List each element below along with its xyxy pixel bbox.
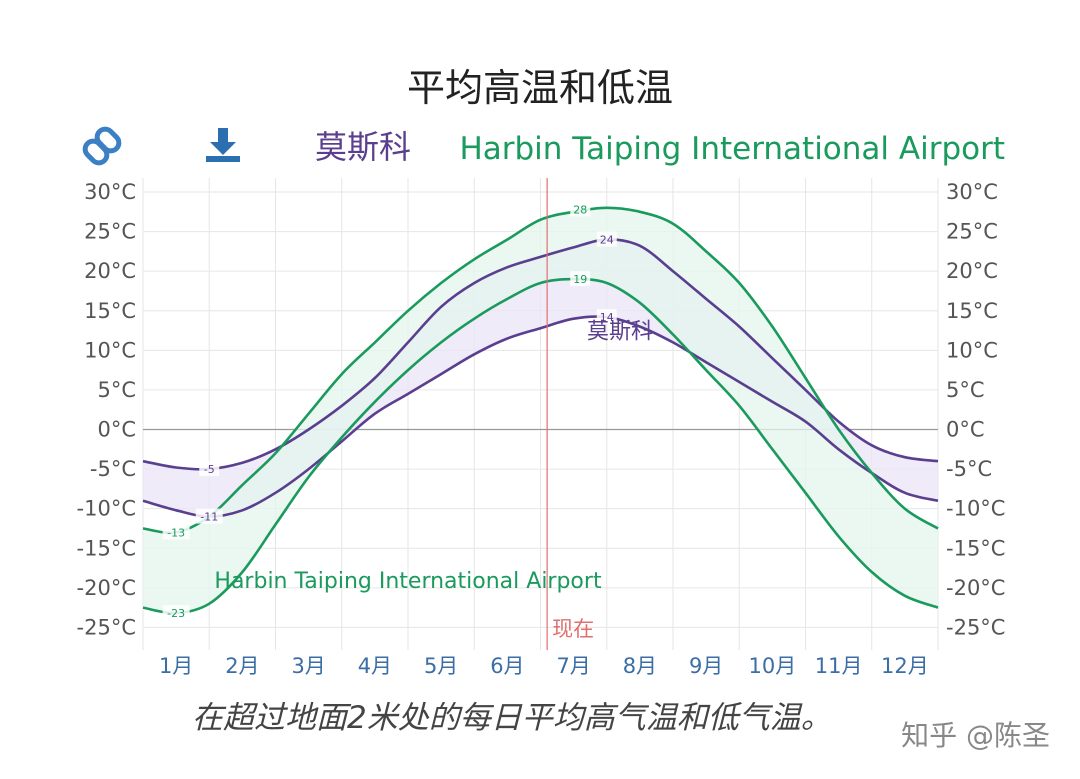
series-line-1-high: [142, 238, 939, 471]
data-label: 28: [573, 203, 587, 216]
legend-location-2[interactable]: Harbin Taiping International Airport: [459, 131, 1005, 167]
y-tick-label-left: 15°C: [84, 299, 136, 323]
y-tick-label-right: 10°C: [946, 338, 998, 362]
series-annotation: Harbin Taiping International Airport: [214, 569, 602, 594]
series-line-2-low: [142, 277, 939, 615]
data-label-bg: [162, 605, 190, 621]
x-tick-label: 7月: [556, 654, 590, 678]
series-line-2-high: [142, 206, 939, 535]
data-label: -5: [204, 463, 215, 476]
y-tick-label-left: 20°C: [84, 259, 136, 283]
y-tick-label-left: 0°C: [97, 418, 136, 442]
y-tick-label-left: 10°C: [84, 338, 136, 362]
chart-title: 平均高温和低温: [407, 66, 673, 110]
y-tick-label-right: 5°C: [946, 378, 985, 402]
y-tick-label-left: -5°C: [90, 457, 136, 481]
now-label: 现在: [552, 617, 594, 641]
y-tick-label-left: -20°C: [77, 576, 136, 600]
x-tick-label: 4月: [358, 654, 392, 678]
data-label-bg: [570, 271, 591, 287]
x-tick-label: 1月: [159, 654, 193, 678]
y-tick-label-right: 0°C: [946, 418, 985, 442]
y-axis: 30°C 30°C 25°C 25°C 20°C 20°C 15°C 15°C 10°C 10°C…: [77, 180, 1006, 639]
bands: [143, 207, 938, 614]
data-label: 14: [600, 311, 614, 324]
data-label-bg: [596, 231, 617, 247]
y-tick-label-right: 25°C: [946, 220, 998, 244]
data-label-bg: [195, 508, 223, 524]
band-location-2: [143, 207, 938, 614]
x-tick-label: 9月: [689, 654, 723, 678]
y-tick-label-right: -10°C: [946, 497, 1005, 521]
x-tick-label: 8月: [623, 654, 657, 678]
y-tick-label-right: -15°C: [946, 536, 1005, 560]
watermark: 知乎 @陈圣: [901, 719, 1050, 752]
data-label-bg: [570, 201, 591, 217]
x-tick-label: 5月: [424, 654, 458, 678]
y-tick-label-right: -25°C: [946, 615, 1005, 639]
legend-location-1[interactable]: 莫斯科: [315, 128, 411, 166]
y-tick-label-right: 30°C: [946, 180, 998, 204]
y-tick-label-left: 25°C: [84, 220, 136, 244]
x-tick-label: 10月: [749, 654, 797, 678]
y-tick-label-left: -15°C: [77, 536, 136, 560]
link-icon[interactable]: [82, 126, 122, 166]
y-tick-label-left: 30°C: [84, 180, 136, 204]
data-label: -13: [167, 526, 185, 539]
x-tick-label: 6月: [490, 654, 524, 678]
x-tick-label: 2月: [225, 654, 259, 678]
data-label: 24: [600, 234, 614, 247]
y-tick-label-right: 20°C: [946, 259, 998, 283]
data-label-bg: [162, 524, 190, 540]
data-label-bg: [596, 309, 617, 325]
download-icon[interactable]: [206, 128, 240, 162]
chart-caption: 在超过地面2米处的每日平均高气温和低气温。: [192, 700, 832, 736]
x-axis: 1月 2月 3月 4月 5月 6月 7月 8月 9月 10月 11月 12月: [159, 654, 929, 678]
x-tick-label: 3月: [291, 654, 325, 678]
grid: [142, 178, 939, 650]
y-tick-label-right: 15°C: [946, 299, 998, 323]
series-line-1-low: [142, 315, 939, 518]
series-lines: [142, 206, 939, 615]
data-label-bg: [199, 461, 220, 477]
x-tick-label: 11月: [815, 654, 863, 678]
y-tick-label-left: -25°C: [77, 615, 136, 639]
now-marker: 现在: [546, 178, 594, 650]
y-tick-label-right: -20°C: [946, 576, 1005, 600]
series-annotation: 莫斯科: [587, 319, 653, 344]
x-tick-label: 12月: [881, 654, 929, 678]
y-tick-label-right: -5°C: [946, 457, 992, 481]
data-label: -11: [200, 511, 218, 524]
data-label: -23: [167, 607, 185, 620]
y-tick-label-left: -10°C: [77, 497, 136, 521]
data-labels: -5 -11 24 14 -13 -23 28 19 莫斯科 Harbin Taiping Int…: [162, 201, 653, 621]
y-tick-label-left: 5°C: [97, 378, 136, 402]
data-label: 19: [573, 273, 587, 286]
